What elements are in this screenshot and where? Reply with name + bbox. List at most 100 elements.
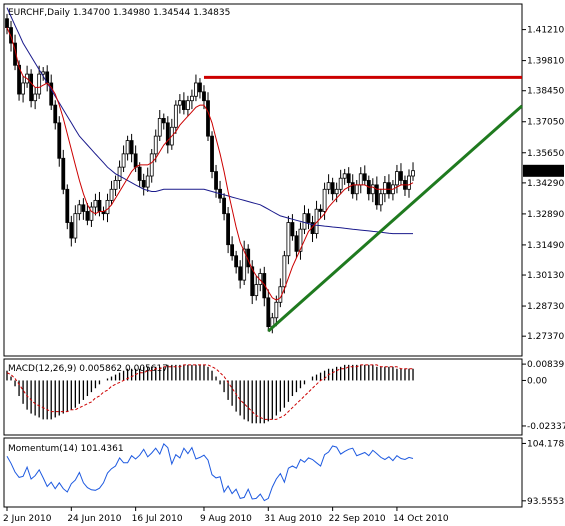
candle-body bbox=[5, 18, 9, 28]
candle-body bbox=[262, 273, 267, 299]
candle-body bbox=[141, 180, 146, 188]
time-tick-label: 2 Jun 2010 bbox=[3, 514, 52, 524]
time-axis: 2 Jun 2010 24 Jun 2010 16 Jul 2010 9 Aug 20… bbox=[3, 507, 449, 524]
ohlc-open: 1.34700 bbox=[73, 8, 110, 18]
candle-body bbox=[382, 182, 387, 195]
candle-body bbox=[65, 188, 70, 223]
candle-body bbox=[153, 135, 158, 155]
candle-body bbox=[129, 140, 134, 155]
momentum-axis: 104.1787 93.5553 bbox=[522, 439, 565, 507]
ma-fast-line bbox=[6, 27, 414, 301]
macd-tick-label: 0.00839 bbox=[527, 360, 564, 370]
price-panel[interactable]: EURCHF,Daily 1.34700 1.34980 1.34544 1.3… bbox=[3, 3, 564, 357]
price-panel-frame bbox=[3, 3, 523, 357]
price-tick-label: 1.34290 bbox=[527, 179, 564, 189]
candle-body bbox=[386, 182, 391, 195]
macd-panel-title: MACD(12,26,9) 0.005862 0.005617 bbox=[8, 364, 168, 374]
price-tick-label: 1.41210 bbox=[527, 26, 564, 36]
macd-tick-label: 0.00 bbox=[527, 376, 547, 386]
candle-body bbox=[306, 213, 311, 223]
momentum-line bbox=[6, 443, 414, 502]
price-tick-label: 1.30130 bbox=[527, 271, 564, 281]
candle-body bbox=[57, 122, 62, 159]
price-tick-label: 1.27370 bbox=[527, 332, 564, 342]
candle-body bbox=[282, 255, 287, 288]
candle-body bbox=[234, 255, 239, 268]
candle-body bbox=[137, 166, 142, 181]
time-tick-label: 22 Sep 2010 bbox=[329, 514, 386, 524]
candle-body bbox=[29, 73, 34, 102]
time-tick-label: 16 Jul 2010 bbox=[132, 514, 183, 524]
candle-body bbox=[69, 222, 74, 239]
momentum-panel[interactable]: Momentum(14) 101.4361 104.1787 93.5553 bbox=[3, 437, 565, 508]
candle-body bbox=[399, 171, 403, 181]
momentum-tick-label: 93.5553 bbox=[527, 497, 564, 507]
price-tick-label: 1.35650 bbox=[527, 149, 564, 159]
macd-tick-label: -0.02337 bbox=[527, 422, 565, 432]
price-tick-label: 1.32890 bbox=[527, 210, 564, 220]
price-tick-label: 1.38450 bbox=[527, 87, 564, 97]
price-axis: 1.41210 1.39810 1.38450 1.37050 1.35650 1.342… bbox=[522, 26, 564, 342]
price-marks bbox=[5, 7, 523, 334]
candle-body bbox=[407, 175, 411, 190]
candle-body bbox=[206, 100, 210, 137]
momentum-marks bbox=[6, 443, 414, 502]
candle-body bbox=[194, 82, 198, 97]
macd-panel[interactable]: MACD(12,26,9) 0.005862 0.005617 0.00839 0… bbox=[3, 358, 565, 436]
symbol-title: EURCHF,Daily bbox=[8, 8, 71, 18]
candle-body bbox=[157, 118, 162, 137]
last-price-marker bbox=[523, 164, 564, 177]
candle-body bbox=[302, 213, 307, 230]
candle-body bbox=[290, 222, 295, 237]
candle-body bbox=[198, 82, 202, 93]
time-tick-label: 9 Aug 2010 bbox=[200, 514, 252, 524]
candle-body bbox=[222, 197, 226, 215]
momentum-panel-frame bbox=[3, 437, 523, 508]
candle-body bbox=[286, 222, 291, 257]
candle-body bbox=[37, 73, 42, 95]
candle-body bbox=[318, 208, 323, 212]
candle-body bbox=[93, 199, 98, 208]
candle-body bbox=[49, 82, 54, 106]
candle-body bbox=[354, 184, 359, 195]
candle-body bbox=[346, 173, 351, 184]
candle-body bbox=[149, 153, 154, 177]
candle-body bbox=[378, 193, 383, 206]
candle-body bbox=[266, 297, 271, 328]
candle-body bbox=[145, 175, 150, 188]
candle-body bbox=[177, 100, 182, 106]
candle-body bbox=[77, 204, 82, 215]
candle-body bbox=[338, 177, 343, 190]
candle-body bbox=[411, 170, 415, 177]
candle-body bbox=[185, 100, 190, 110]
candle-body bbox=[61, 157, 66, 190]
candle-body bbox=[21, 82, 25, 95]
candle-body bbox=[342, 173, 347, 179]
candle-body bbox=[362, 173, 367, 181]
candle-body bbox=[161, 118, 166, 124]
candle-body bbox=[374, 184, 379, 206]
ohlc-high: 1.34980 bbox=[113, 8, 150, 18]
candle-body bbox=[190, 95, 194, 102]
candle-body bbox=[230, 244, 235, 257]
candle-body bbox=[274, 301, 279, 319]
momentum-panel-title: Momentum(14) 101.4361 bbox=[8, 444, 124, 454]
candle-body bbox=[330, 182, 335, 195]
candle-body bbox=[165, 122, 170, 146]
candle-body bbox=[97, 199, 102, 212]
price-tick-label: 1.31490 bbox=[527, 241, 564, 251]
last-price-label: 1.34835 bbox=[527, 167, 564, 177]
candle-body bbox=[125, 140, 130, 155]
macd-marks bbox=[6, 364, 414, 424]
candle-body bbox=[298, 228, 303, 252]
candle-body bbox=[242, 248, 247, 281]
time-tick-label: 31 Aug 2010 bbox=[264, 514, 322, 524]
price-panel-title: EURCHF,Daily 1.34700 1.34980 1.34544 1.3… bbox=[8, 8, 230, 18]
candle-body bbox=[53, 104, 58, 124]
candle-body bbox=[326, 182, 331, 190]
ohlc-low: 1.34544 bbox=[153, 8, 190, 18]
candle-body bbox=[370, 184, 375, 195]
candle-body bbox=[210, 135, 214, 172]
candle-body bbox=[133, 153, 138, 168]
candle-body bbox=[294, 235, 299, 252]
